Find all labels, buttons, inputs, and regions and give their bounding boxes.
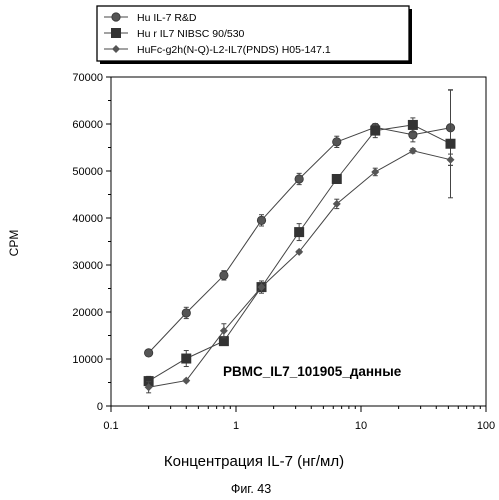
data-point <box>257 216 265 224</box>
data-point <box>370 126 380 136</box>
y-tick-label: 70000 <box>72 72 103 84</box>
data-point <box>220 271 228 279</box>
x-tick-label: 10 <box>355 420 367 432</box>
y-axis: 0 10000 20000 30000 40000 50000 60000 70000 <box>72 72 111 413</box>
plot-area <box>111 77 486 406</box>
series-layer <box>144 90 456 393</box>
data-point <box>333 138 341 146</box>
y-tick-label: 60000 <box>72 119 103 131</box>
y-tick-label: 10000 <box>72 354 103 366</box>
series-line <box>149 151 451 387</box>
y-tick-label: 50000 <box>72 166 103 178</box>
x-tick-label: 100 <box>477 420 495 432</box>
y-axis-title: CPM <box>7 230 21 257</box>
data-point <box>446 139 456 149</box>
data-point <box>408 120 418 130</box>
x-tick-label: 1 <box>233 420 239 432</box>
legend-entry: HuFc-g2h(N-Q)-L2-IL7(PNDS) H05-147.1 <box>104 44 331 56</box>
x-axis-title: Концентрация IL-7 (нг/мл) <box>164 453 344 470</box>
legend-box-shadow-right <box>409 9 412 64</box>
data-point <box>182 377 190 385</box>
legend-box-shadow-bottom <box>100 61 412 64</box>
x-axis: 0.1 1 10 100 <box>103 406 495 432</box>
legend-label: HuFc-g2h(N-Q)-L2-IL7(PNDS) H05-147.1 <box>137 44 331 56</box>
legend-marker <box>112 13 120 21</box>
figure-caption: Фиг. 43 <box>231 482 271 496</box>
legend: Hu IL-7 R&D Hu r IL7 NIBSC 90/530 HuFc-g2h… <box>97 6 412 64</box>
chart-annotation: PBMC_IL7_101905_данные <box>223 364 402 379</box>
legend-label: Hu IL-7 R&D <box>137 12 197 24</box>
legend-label: Hu r IL7 NIBSC 90/530 <box>137 28 245 40</box>
y-tick-label: 20000 <box>72 307 103 319</box>
x-tick-label: 0.1 <box>103 420 118 432</box>
legend-marker <box>111 28 121 38</box>
y-tick-label: 40000 <box>72 213 103 225</box>
data-point <box>295 175 303 183</box>
data-point <box>294 227 304 237</box>
data-point <box>332 174 342 184</box>
data-point <box>409 147 417 155</box>
y-tick-label: 30000 <box>72 260 103 272</box>
y-tick-label: 0 <box>97 401 103 413</box>
data-point <box>182 309 190 317</box>
data-point <box>144 349 152 357</box>
data-point <box>181 354 191 364</box>
data-point <box>447 156 455 164</box>
